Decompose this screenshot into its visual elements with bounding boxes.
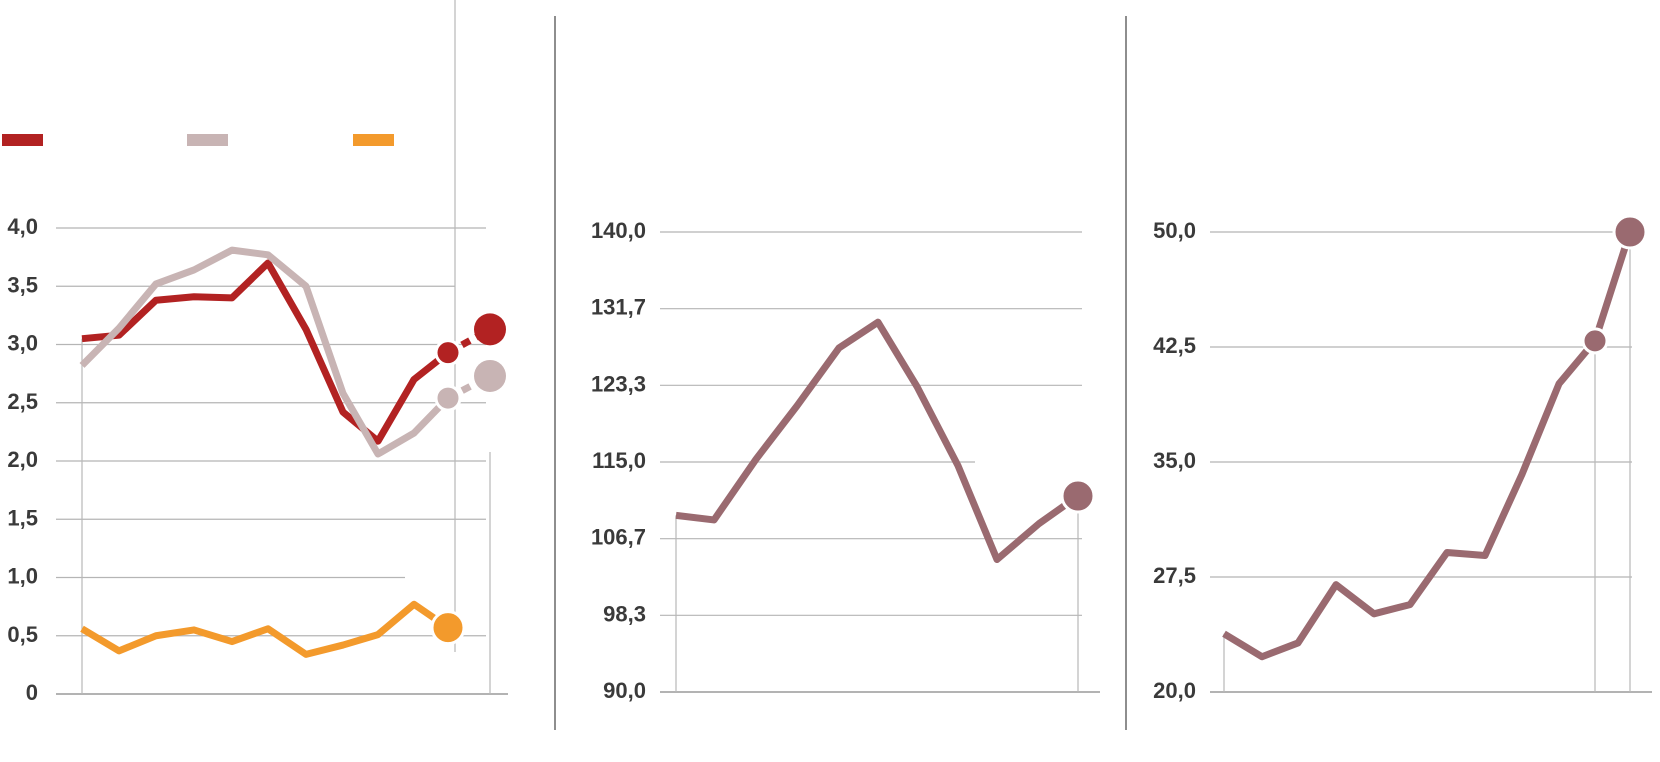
- y-tick-label: 35,0: [1153, 448, 1196, 473]
- y-tick-label: 0,5: [7, 622, 38, 647]
- y-tick-label: 0: [26, 680, 38, 705]
- y-tick-label: 106,7: [591, 525, 646, 550]
- y-tick-label: 50,0: [1153, 218, 1196, 243]
- y-tick-label: 115,0: [592, 448, 646, 473]
- y-tick-label: 1,5: [7, 505, 38, 530]
- data-point-marker: [434, 384, 462, 412]
- y-tick-label: 123,3: [591, 371, 646, 396]
- series-line: [80, 600, 450, 658]
- chart-panel-2: 140,0 131,7 123,3 115,0 106,7 98,3 90,0: [591, 218, 1100, 703]
- y-tick-label: 3,5: [7, 272, 38, 297]
- legend-swatch-red: [2, 134, 43, 146]
- y-tick-label: 4,0: [7, 214, 38, 239]
- y-tick-label: 131,7: [591, 295, 646, 320]
- y-tick-label: 27,5: [1153, 563, 1196, 588]
- chart-panel-3: 50,0 42,5 35,0 27,5 20,0: [1153, 214, 1652, 703]
- legend-swatch-orange: [353, 134, 394, 146]
- series-line: [79, 246, 451, 458]
- y-tick-label: 98,3: [603, 601, 646, 626]
- y-tick-label: 140,0: [591, 218, 646, 243]
- end-point-marker: [430, 610, 466, 646]
- series-line: [81, 259, 451, 445]
- y-tick-label: 3,0: [7, 331, 38, 356]
- y-tick-label: 2,0: [7, 447, 38, 472]
- data-point-marker: [434, 339, 462, 367]
- y-tick-label: 90,0: [603, 678, 646, 703]
- legend-swatch-pink: [187, 134, 228, 146]
- data-point-marker: [1581, 327, 1609, 355]
- y-tick-label: 2,5: [7, 389, 38, 414]
- y-tick-label: 1,0: [7, 564, 38, 589]
- series-line: [675, 318, 1081, 564]
- y-tick-label: 20,0: [1153, 678, 1196, 703]
- series-line: [1222, 230, 1634, 661]
- y-tick-label: 42,5: [1153, 333, 1196, 358]
- chart-panel-1: 4,0 3,5 3,0 2,5 2,0 1,5 1,0 0,5 0: [7, 0, 508, 705]
- end-point-marker: [1060, 478, 1096, 514]
- projection-marker: [474, 359, 506, 392]
- projection-marker: [474, 313, 506, 346]
- end-point-marker: [1612, 214, 1648, 250]
